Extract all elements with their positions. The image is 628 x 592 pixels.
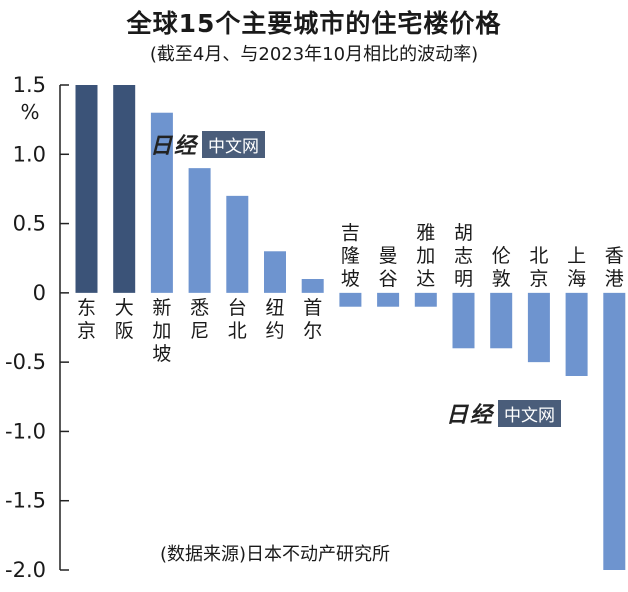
y-tick-label: -0.5 bbox=[5, 350, 46, 374]
watermark-label: 中文网 bbox=[498, 399, 562, 427]
y-tick-label: 1.5 bbox=[13, 73, 46, 97]
y-tick-label: -1.5 bbox=[5, 489, 46, 513]
watermark-logo: 日经 bbox=[150, 133, 199, 159]
bar bbox=[527, 292, 550, 363]
bar bbox=[565, 292, 588, 376]
category-label: 悉尼 bbox=[190, 297, 209, 342]
category-label: 吉隆坡 bbox=[341, 222, 360, 290]
bar bbox=[75, 85, 98, 293]
bar bbox=[301, 279, 324, 293]
y-tick-label: -2.0 bbox=[5, 558, 46, 582]
category-label: 香港 bbox=[605, 245, 624, 290]
category-label: 首尔 bbox=[303, 297, 322, 342]
category-label: 北京 bbox=[529, 245, 548, 290]
category-label: 胡志明 bbox=[454, 222, 473, 290]
chart-title: 全球15个主要城市的住宅楼价格 bbox=[126, 9, 502, 38]
chart-subtitle: (截至4月、与2023年10月相比的波动率) bbox=[149, 44, 479, 65]
bar bbox=[226, 195, 249, 293]
category-label: 曼谷 bbox=[379, 245, 398, 290]
y-tick-label: 0 bbox=[33, 281, 46, 305]
bar bbox=[490, 292, 513, 349]
bar bbox=[113, 85, 136, 293]
bar bbox=[603, 292, 626, 570]
category-label: 台北 bbox=[228, 297, 247, 342]
bar bbox=[377, 292, 400, 307]
category-label: 雅加达 bbox=[416, 222, 435, 290]
category-label: 大阪 bbox=[115, 297, 134, 342]
y-axis-unit: % bbox=[20, 100, 39, 124]
bar bbox=[188, 168, 211, 293]
watermark-bottom: 日经 中文网 bbox=[446, 397, 562, 429]
bar bbox=[339, 292, 362, 307]
category-label: 上海 bbox=[567, 245, 586, 290]
category-label: 新加坡 bbox=[152, 297, 171, 365]
category-label: 伦敦 bbox=[492, 245, 511, 290]
source-note: (数据来源)日本不动产研究所 bbox=[160, 544, 391, 565]
y-tick-label: -1.0 bbox=[5, 419, 46, 443]
bar bbox=[264, 251, 286, 293]
category-label: 纽约 bbox=[265, 297, 284, 342]
bar bbox=[452, 292, 475, 349]
watermark-top: 日经 中文网 bbox=[150, 128, 266, 160]
y-tick-label: 1.0 bbox=[13, 142, 46, 166]
bar bbox=[150, 112, 173, 293]
watermark-label: 中文网 bbox=[202, 130, 266, 158]
category-label: 东京 bbox=[77, 297, 96, 342]
bar bbox=[414, 292, 437, 307]
watermark-logo: 日经 bbox=[446, 402, 495, 428]
y-tick-label: 0.5 bbox=[13, 212, 46, 236]
